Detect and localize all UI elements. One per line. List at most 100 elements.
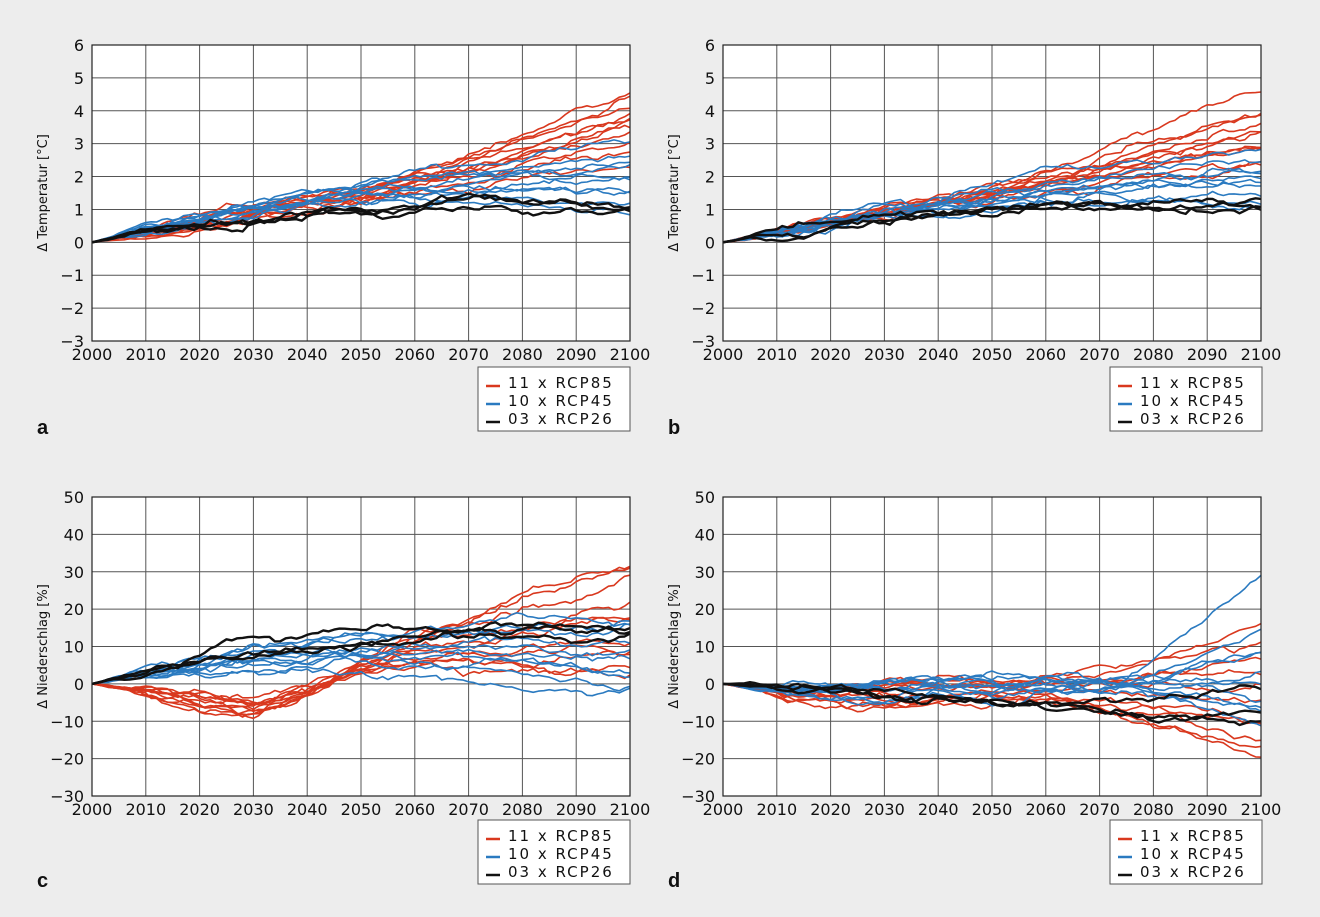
panel-c: 2000 2010 2020 2030 2040 2050 2060 2070 2080 2090… (36, 488, 650, 892)
panel-letter: d (668, 870, 680, 892)
x-tick-label: 2050 (972, 800, 1013, 819)
legend-label: 03 x RCP26 (508, 863, 614, 881)
x-tick-label: 2060 (394, 800, 435, 819)
y-tick-label: 5 (74, 69, 84, 88)
series-03-x-rcp26 (722, 681, 1262, 727)
series-line (722, 169, 1262, 244)
series-line (91, 141, 631, 244)
y-tick-label: −30 (50, 787, 84, 806)
legend-label: 11 x RCP85 (508, 374, 614, 392)
series-10-x-rcp45 (91, 139, 631, 244)
x-tick-label: 2100 (610, 800, 651, 819)
x-tick-label: 2020 (179, 345, 220, 364)
y-tick-label: 5 (705, 69, 715, 88)
x-tick-label: 2010 (125, 345, 166, 364)
y-tick-label: −10 (681, 712, 715, 731)
legend-label: 03 x RCP26 (1140, 410, 1246, 428)
series-line (91, 192, 631, 244)
x-tick-label: 2090 (1187, 345, 1228, 364)
legend-label: 10 x RCP45 (508, 845, 614, 863)
series-line (722, 197, 1262, 244)
x-tick-label: 2030 (233, 345, 274, 364)
y-tick-label: −1 (691, 266, 715, 285)
x-tick-label: 2070 (448, 345, 489, 364)
y-tick-label: 0 (705, 675, 715, 694)
x-tick-label: 2020 (810, 345, 851, 364)
y-tick-label: 6 (74, 36, 84, 55)
x-tick-label: 2070 (1079, 345, 1120, 364)
series-line (91, 151, 631, 244)
y-tick-label: −10 (50, 712, 84, 731)
y-tick-label: 30 (64, 563, 84, 582)
x-tick-label: 2030 (233, 800, 274, 819)
y-tick-label: −1 (60, 266, 84, 285)
series-line (91, 139, 631, 244)
x-tick-label: 2000 (703, 800, 744, 819)
series-line (722, 681, 1262, 727)
legend-label: 10 x RCP45 (1140, 845, 1246, 863)
y-tick-label: 10 (695, 638, 715, 657)
y-tick-label: −2 (691, 299, 715, 318)
x-tick-label: 2020 (810, 800, 851, 819)
y-tick-label: 3 (705, 135, 715, 154)
y-axis-label: Δ Temperatur [°C] (667, 134, 682, 252)
x-tick-label: 2100 (1241, 800, 1282, 819)
x-tick-label: 2000 (72, 800, 113, 819)
legend-box (477, 819, 631, 885)
series-line (91, 662, 631, 707)
legend-label: 03 x RCP26 (1140, 863, 1246, 881)
y-tick-label: 40 (64, 525, 84, 544)
series-line (91, 635, 631, 685)
plot-frame (722, 44, 1262, 342)
series-line (722, 651, 1262, 705)
legend-box (1109, 366, 1263, 432)
x-tick-label: 2020 (179, 800, 220, 819)
legend-label: 10 x RCP45 (508, 392, 614, 410)
x-tick-label: 2080 (502, 800, 543, 819)
x-tick-label: 2100 (610, 345, 651, 364)
y-tick-label: 30 (695, 563, 715, 582)
series-line (91, 629, 631, 686)
x-tick-label: 2090 (556, 800, 597, 819)
series-line (91, 171, 630, 244)
y-tick-label: −3 (691, 332, 715, 351)
x-tick-label: 2040 (918, 345, 959, 364)
y-tick-label: 0 (74, 675, 84, 694)
legend-label: 11 x RCP85 (1140, 374, 1246, 392)
y-tick-label: 3 (74, 135, 84, 154)
plot-frame (91, 496, 631, 797)
y-axis-label: Δ Niederschlag [%] (36, 584, 51, 709)
legend-label: 11 x RCP85 (508, 827, 614, 845)
y-tick-label: 4 (705, 102, 715, 121)
series-line (91, 650, 631, 685)
y-tick-label: 20 (695, 600, 715, 619)
panel-letter: b (668, 417, 680, 439)
y-tick-label: −2 (60, 299, 84, 318)
series-line (722, 160, 1262, 244)
y-axis-label: Δ Temperatur [°C] (36, 134, 51, 252)
series-line (722, 162, 1262, 244)
series-line (722, 676, 1262, 694)
panel-d: 2000 2010 2020 2030 2040 2050 2060 2070 2080 2090… (667, 488, 1281, 892)
series-line (722, 683, 1262, 758)
x-tick-label: 2040 (918, 800, 959, 819)
y-tick-label: 10 (64, 638, 84, 657)
y-tick-label: −20 (681, 750, 715, 769)
x-tick-label: 2100 (1241, 345, 1282, 364)
x-tick-label: 2060 (1025, 800, 1066, 819)
y-tick-label: 50 (64, 488, 84, 507)
y-tick-label: 6 (705, 36, 715, 55)
legend-label: 11 x RCP85 (1140, 827, 1246, 845)
x-tick-label: 2050 (972, 345, 1013, 364)
x-tick-label: 2040 (287, 800, 328, 819)
x-tick-label: 2090 (556, 345, 597, 364)
y-tick-label: −3 (60, 332, 84, 351)
x-tick-label: 2070 (448, 800, 489, 819)
series-line (722, 190, 1262, 244)
series-line (91, 657, 631, 705)
